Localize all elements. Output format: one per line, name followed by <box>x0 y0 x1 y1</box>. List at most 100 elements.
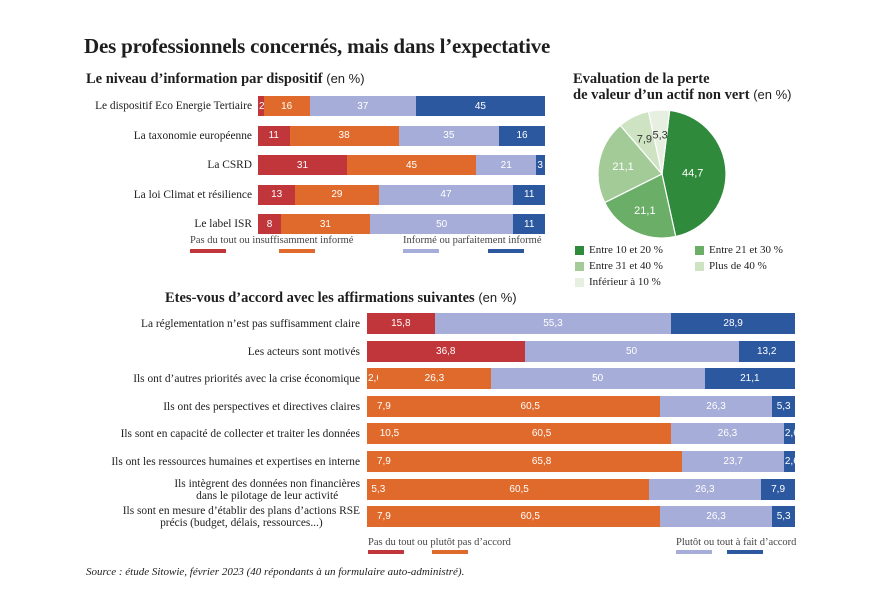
chart3-segment: 26,3 <box>671 423 784 445</box>
chart1-legend-left: Pas du tout ou insuffisamment informé <box>190 235 354 246</box>
pie-slice-label: 21,1 <box>612 161 633 173</box>
source-note: Source : étude Sitowie, février 2023 (40… <box>86 566 465 578</box>
chart3-segment: 60,5 <box>389 478 649 500</box>
chart1-row-label: La loi Climat et résilience <box>133 188 252 201</box>
chart2-title: Evaluation de la perte de valeur d’un ac… <box>573 71 791 103</box>
chart1-bar: 11 38 35 16 <box>258 125 545 146</box>
chart3-bar: 5,3 60,5 26,3 7,9 <box>367 478 795 500</box>
pie-legend-swatch <box>695 262 704 271</box>
chart3-segment: 13,2 <box>738 340 795 362</box>
chart3-segment: 7,9 <box>761 478 795 500</box>
chart3-row-label: Ils sont en capacité de collecter et tra… <box>120 428 360 441</box>
chart1-title: Le niveau d’information par dispositif (… <box>86 71 365 88</box>
chart3-bar: 7,9 65,8 23,7 2,6 <box>367 451 799 472</box>
chart3-bar: 7,9 60,5 26,3 5,3 <box>367 395 795 417</box>
chart2-unit: (en %) <box>753 87 792 102</box>
chart1-segment: 45 <box>346 155 477 175</box>
chart3-bar: 7,9 60,5 26,3 5,3 <box>367 506 795 528</box>
chart3-segment: 36,8 <box>367 340 525 362</box>
chart3-segment: 60,5 <box>411 423 672 445</box>
chart3-segment: 7,9 <box>367 395 401 417</box>
chart3-segment: 28,9 <box>671 313 795 334</box>
chart3-unit: (en %) <box>478 290 517 305</box>
chart3-segment: 5,3 <box>772 506 795 528</box>
pie-slice <box>661 109 727 238</box>
chart3-segment: 2,6 <box>783 423 799 445</box>
chart2-title-line1: Evaluation de la perte <box>573 71 710 87</box>
chart3-segment: 23,7 <box>682 451 784 472</box>
chart3-bar: 10,5 60,5 26,3 2,6 <box>367 423 799 445</box>
pie-slice <box>597 124 663 204</box>
chart3-row-label: Les acteurs sont motivés <box>247 345 360 358</box>
chart1-segment: 11 <box>513 184 545 205</box>
chart1-bar: 31 45 21 3 <box>258 155 545 175</box>
pie-legend-label: Plus de 40 % <box>709 260 767 272</box>
chart3-title: Etes-vous d’accord avec les affirmations… <box>165 290 517 307</box>
chart3-segment: 26,3 <box>659 395 773 417</box>
chart1-segment: 3 <box>536 155 545 175</box>
chart1-segment: 31 <box>280 214 370 234</box>
chart3-segment: 21,1 <box>704 368 795 390</box>
chart3-row-label: Ils ont d’autres priorités avec la crise… <box>133 373 360 386</box>
chart3-row-label: Ils sont en mesure d’établir des plans d… <box>123 505 360 529</box>
pie-slice <box>647 109 671 175</box>
chart3-segment: 65,8 <box>400 451 683 472</box>
chart1-segment: 45 <box>415 96 545 116</box>
chart1-segment: 29 <box>295 184 379 205</box>
pie-slice-label: 5,3 <box>653 129 668 141</box>
chart3-segment: 10,5 <box>367 423 412 445</box>
chart1-segment: 38 <box>289 125 399 146</box>
chart3-title-text: Etes-vous d’accord avec les affirmations… <box>165 290 475 306</box>
chart1-title-text: Le niveau d’information par dispositif <box>86 71 323 87</box>
chart1-row-label: Le dispositif Eco Energie Tertiaire <box>95 100 252 112</box>
chart1-bar: 8 31 50 11 <box>258 214 545 234</box>
pie-slice-label: 21,1 <box>634 205 655 217</box>
chart3-segment: 26,3 <box>648 478 762 500</box>
page-title: Des professionnels concernés, mais dans … <box>84 34 551 58</box>
chart3-segment: 7,9 <box>367 506 401 528</box>
chart3-row-label-line: Ils intègrent des données non financière… <box>174 477 360 490</box>
chart3-segment: 26,3 <box>378 368 491 390</box>
chart3-bar: 36,8 50 13,2 <box>367 340 795 362</box>
chart3-segment: 50 <box>490 368 705 390</box>
pie-legend-swatch <box>575 262 584 271</box>
chart1-bar: 2 16 37 45 <box>258 96 545 116</box>
chart3-legend-left: Pas du tout ou plutôt pas d’accord <box>368 537 511 548</box>
chart3-bar: 2,6 26,3 50 21,1 <box>367 368 795 390</box>
chart3-row-label-line: précis (budget, délais, ressources...) <box>160 517 323 530</box>
chart2-title-line2: de valeur d’un actif non vert <box>573 87 750 103</box>
pie-legend-label: Entre 21 et 30 % <box>709 244 783 256</box>
chart1-segment: 37 <box>309 96 416 116</box>
chart3-segment: 7,9 <box>367 451 401 472</box>
pie-slice-label: 7,9 <box>637 133 652 145</box>
chart3-segment: 55,3 <box>434 313 672 334</box>
chart3-segment: 60,5 <box>400 506 660 528</box>
chart1-segment: 50 <box>369 214 514 234</box>
chart3-row-label-line: dans le pilotage de leur activité <box>196 489 339 502</box>
pie-legend-label: Entre 10 et 20 % <box>589 244 663 256</box>
chart3-row-label: La réglementation n’est pas suffisamment… <box>141 318 360 330</box>
chart1-legend-swatch <box>488 249 524 253</box>
chart1-segment: 11 <box>513 214 545 234</box>
chart3-segment: 60,5 <box>400 395 660 417</box>
pie-slice-label: 44,7 <box>682 168 703 180</box>
chart1-segment: 13 <box>258 184 296 205</box>
chart3-row-label: Ils ont des perspectives et directives c… <box>163 400 360 413</box>
chart3-segment: 26,3 <box>659 506 773 528</box>
chart1-segment: 8 <box>258 214 281 234</box>
chart3-legend-swatch <box>368 550 404 554</box>
chart1-unit: (en %) <box>326 71 365 86</box>
chart3-segment: 2,6 <box>783 451 799 472</box>
pie-legend-swatch <box>575 278 584 287</box>
pie-legend-swatch <box>575 246 584 255</box>
chart3-legend-swatch <box>676 550 712 554</box>
chart1-segment: 31 <box>258 155 347 175</box>
chart3-legend-swatch <box>432 550 468 554</box>
chart1-segment: 47 <box>378 184 514 205</box>
chart1-segment: 21 <box>476 155 537 175</box>
chart3-segment: 5,3 <box>772 395 795 417</box>
chart3-bar: 15,8 55,3 28,9 <box>367 313 795 334</box>
chart1-segment: 16 <box>499 125 545 146</box>
pie-chart: 44,7 21,1 21,1 7,9 5,3 <box>597 109 727 239</box>
chart3-row-label: Ils ont les ressources humaines et exper… <box>111 456 360 468</box>
